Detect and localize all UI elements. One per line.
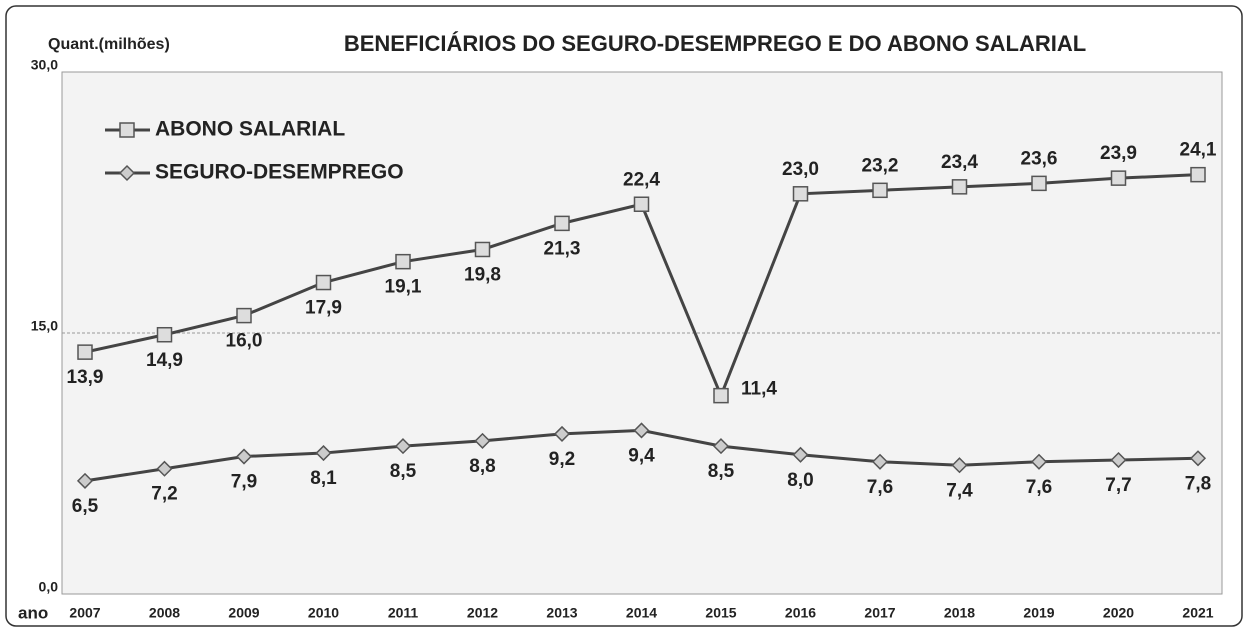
data-label: 8,0: [787, 470, 813, 491]
marker: [315, 274, 332, 291]
y-axis-label: Quant.(milhões): [48, 36, 170, 53]
marker: [76, 472, 94, 489]
x-tick-label: 2016: [785, 605, 816, 621]
marker: [633, 196, 650, 212]
x-tick-label: 2011: [388, 605, 419, 621]
marker: [395, 253, 411, 270]
data-label: 14,9: [146, 350, 183, 371]
data-label: 7,2: [151, 484, 177, 505]
x-tick-label: 2018: [944, 605, 975, 621]
marker: [315, 444, 332, 462]
x-tick-label: 2010: [308, 605, 339, 621]
marker: [872, 182, 888, 199]
chart-title: BENEFICIÁRIOS DO SEGURO-DESEMPREGO E DO …: [344, 31, 1086, 56]
marker: [554, 215, 570, 232]
data-label: 9,4: [628, 445, 655, 466]
data-label: 19,1: [385, 277, 422, 298]
y-tick-label: 30,0: [31, 57, 58, 73]
marker: [951, 457, 968, 474]
marker: [633, 422, 650, 439]
data-label: 22,4: [623, 169, 660, 190]
data-label: 23,0: [782, 159, 819, 180]
data-label: 23,9: [1100, 143, 1137, 164]
x-tick-label: 2017: [864, 605, 895, 621]
data-label: 8,5: [708, 461, 735, 482]
data-label: 7,6: [1026, 477, 1052, 498]
data-label: 19,8: [464, 264, 501, 285]
x-tick-label: 2008: [149, 605, 180, 621]
marker: [118, 164, 136, 182]
data-label: 8,5: [390, 461, 417, 482]
y-tick-label: 15,0: [31, 318, 58, 334]
marker: [156, 460, 173, 477]
data-label: 7,7: [1105, 475, 1131, 496]
marker: [156, 326, 173, 343]
marker: [119, 122, 135, 138]
marker: [951, 179, 968, 195]
marker: [792, 186, 809, 202]
marker: [1031, 175, 1047, 192]
x-tick-label: 2019: [1023, 605, 1054, 621]
marker: [474, 432, 491, 449]
data-label: 9,2: [549, 449, 575, 470]
marker: [712, 438, 730, 455]
data-label: 7,4: [946, 480, 973, 501]
data-label: 17,9: [305, 298, 342, 319]
marker: [235, 448, 253, 465]
x-tick-label: 2020: [1103, 605, 1134, 621]
data-label: 7,9: [231, 472, 257, 493]
data-label: 7,6: [867, 477, 893, 498]
data-label: 23,2: [862, 155, 899, 176]
marker: [77, 344, 93, 360]
x-tick-label: 2013: [546, 605, 577, 621]
x-tick-label: 2009: [228, 605, 259, 621]
marker: [713, 387, 729, 404]
data-label: 13,9: [67, 367, 104, 388]
data-label: 8,1: [310, 468, 337, 489]
marker: [1189, 450, 1207, 467]
marker: [1110, 170, 1127, 186]
x-tick-label: 2012: [467, 605, 498, 621]
data-label: 21,3: [544, 238, 581, 259]
marker: [871, 453, 889, 470]
x-axis-label: ano: [18, 603, 48, 622]
x-tick-label: 2014: [626, 605, 657, 621]
marker: [236, 307, 252, 324]
marker: [1030, 453, 1048, 470]
x-tick-label: 2021: [1182, 605, 1213, 621]
data-label: 23,6: [1021, 148, 1058, 169]
x-tick-label: 2007: [69, 605, 100, 621]
marker: [553, 425, 571, 442]
data-label: 7,8: [1185, 473, 1211, 494]
data-label: 11,4: [741, 379, 777, 400]
marker: [1110, 451, 1127, 469]
data-label: 6,5: [72, 496, 99, 517]
marker: [792, 446, 809, 463]
y-tick-label: 0,0: [39, 579, 59, 595]
data-label: 24,1: [1180, 140, 1217, 161]
marker: [1190, 166, 1206, 183]
legend-label: ABONO SALARIAL: [155, 118, 345, 141]
marker: [394, 438, 412, 455]
x-tick-label: 2015: [705, 605, 736, 621]
legend-label: SEGURO-DESEMPREGO: [155, 161, 404, 184]
data-label: 16,0: [226, 331, 263, 352]
data-label: 23,4: [941, 152, 978, 173]
data-label: 8,8: [469, 456, 495, 477]
marker: [474, 241, 491, 258]
